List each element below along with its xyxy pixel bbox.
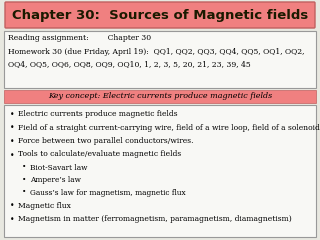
- Text: OQ4, OQ5, OQ6, OQ8, OQ9, OQ10, 1, 2, 3, 5, 20, 21, 23, 39, 45: OQ4, OQ5, OQ6, OQ8, OQ9, OQ10, 1, 2, 3, …: [8, 60, 251, 68]
- Text: •: •: [10, 202, 14, 210]
- Text: •: •: [10, 215, 14, 224]
- Text: Magnetism in matter (ferromagnetism, paramagnetism, diamagnetism): Magnetism in matter (ferromagnetism, par…: [18, 215, 292, 223]
- Text: Chapter 30:  Sources of Magnetic fields: Chapter 30: Sources of Magnetic fields: [12, 8, 308, 22]
- Text: •: •: [22, 189, 26, 195]
- Text: •: •: [10, 150, 14, 160]
- Text: •: •: [22, 164, 26, 170]
- Text: •: •: [10, 137, 14, 146]
- Text: Magnetic flux: Magnetic flux: [18, 202, 71, 210]
- Text: Electric currents produce magnetic fields: Electric currents produce magnetic field…: [18, 110, 178, 118]
- FancyBboxPatch shape: [4, 31, 316, 88]
- FancyBboxPatch shape: [4, 105, 316, 237]
- Text: Gauss’s law for magnetism, magnetic flux: Gauss’s law for magnetism, magnetic flux: [30, 189, 186, 197]
- Text: Tools to calculate/evaluate magnetic fields: Tools to calculate/evaluate magnetic fie…: [18, 150, 181, 158]
- Text: Biot-Savart law: Biot-Savart law: [30, 164, 87, 172]
- Text: •: •: [22, 176, 26, 182]
- Text: •: •: [10, 124, 14, 132]
- Text: Force between two parallel conductors/wires.: Force between two parallel conductors/wi…: [18, 137, 194, 145]
- Text: Ampere’s law: Ampere’s law: [30, 176, 81, 185]
- Text: Key concept: Electric currents produce magnetic fields: Key concept: Electric currents produce m…: [48, 92, 272, 101]
- Text: Field of a straight current-carrying wire, field of a wire loop, field of a sole: Field of a straight current-carrying wir…: [18, 124, 320, 132]
- FancyBboxPatch shape: [5, 2, 315, 28]
- Text: Homework 30 (due Friday, April 19):  QQ1, QQ2, QQ3, QQ4, QQ5, OQ1, OQ2,: Homework 30 (due Friday, April 19): QQ1,…: [8, 48, 305, 56]
- Text: Reading assignment:        Chapter 30: Reading assignment: Chapter 30: [8, 34, 151, 42]
- FancyBboxPatch shape: [4, 90, 316, 103]
- Text: •: •: [10, 110, 14, 119]
